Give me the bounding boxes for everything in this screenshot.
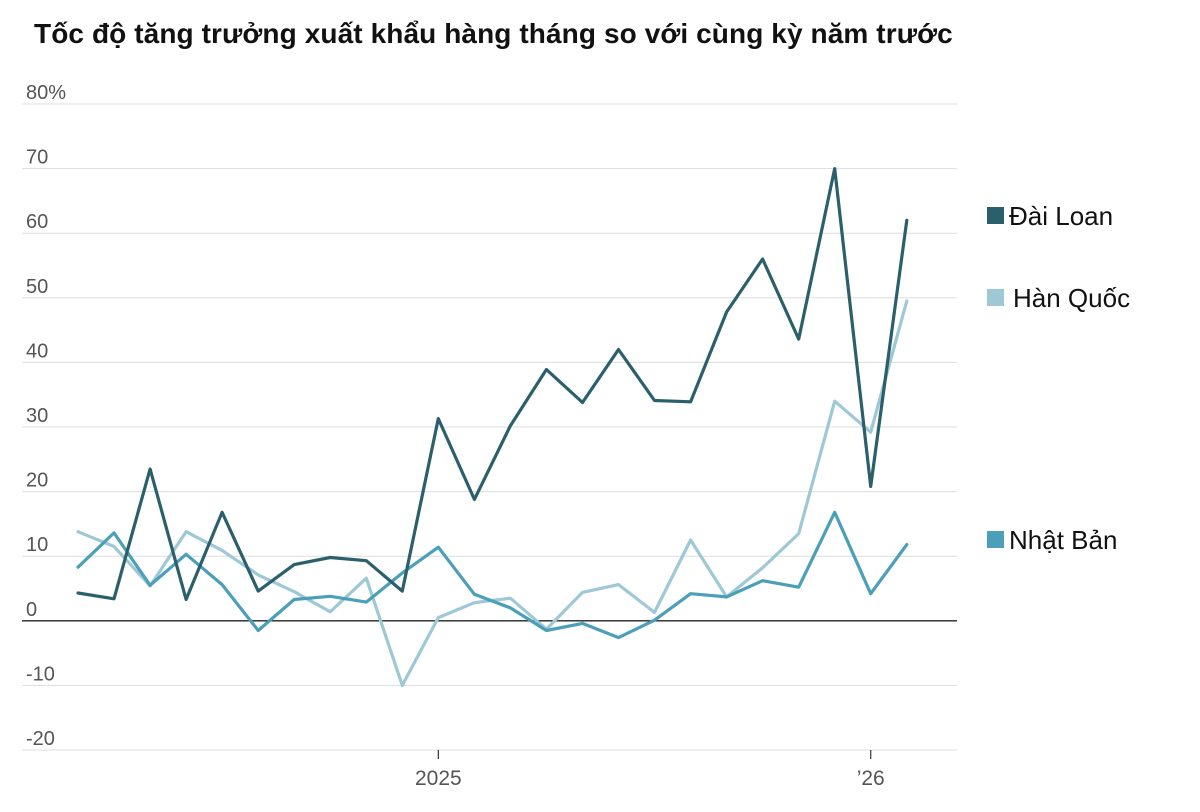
y-tick-label: 50	[26, 276, 48, 298]
legend-label: Hàn Quốc	[1013, 283, 1130, 313]
legend-label: Nhật Bản	[1009, 525, 1117, 555]
y-tick-label: -10	[26, 663, 55, 685]
y-tick-label: 60	[26, 211, 48, 233]
y-tick-label: 30	[26, 405, 48, 427]
gridlines	[22, 103, 957, 751]
y-tick-label: 10	[26, 534, 48, 556]
y-tick-label: 20	[26, 470, 48, 492]
series-lines	[76, 167, 909, 688]
x-axis: 2025 ’26	[415, 750, 885, 790]
y-tick-label: 40	[26, 340, 48, 362]
y-tick-label: 0	[26, 599, 37, 621]
x-tick-label: ’26	[857, 767, 885, 790]
x-tick-label: 2025	[415, 767, 462, 790]
y-tick-label: 70	[26, 147, 48, 169]
chart-title: Tốc độ tăng trưởng xuất khẩu hàng tháng …	[34, 18, 953, 49]
legend-swatch	[987, 531, 1004, 548]
legend: Đài Loan Hàn Quốc Nhật Bản	[987, 201, 1130, 555]
legend-swatch	[987, 207, 1004, 224]
legend-label: Đài Loan	[1009, 201, 1113, 231]
legend-swatch	[987, 289, 1004, 306]
y-tick-label: -20	[26, 728, 55, 750]
y-tick-label: 80%	[26, 82, 66, 104]
series-line-han-quoc	[76, 299, 909, 688]
y-axis-ticks: 80% 70 60 50 40 30 20 10 0 -10 -20	[26, 82, 66, 750]
series-line-dai-loan	[76, 167, 909, 602]
series-line-nhat-ban	[76, 510, 909, 640]
